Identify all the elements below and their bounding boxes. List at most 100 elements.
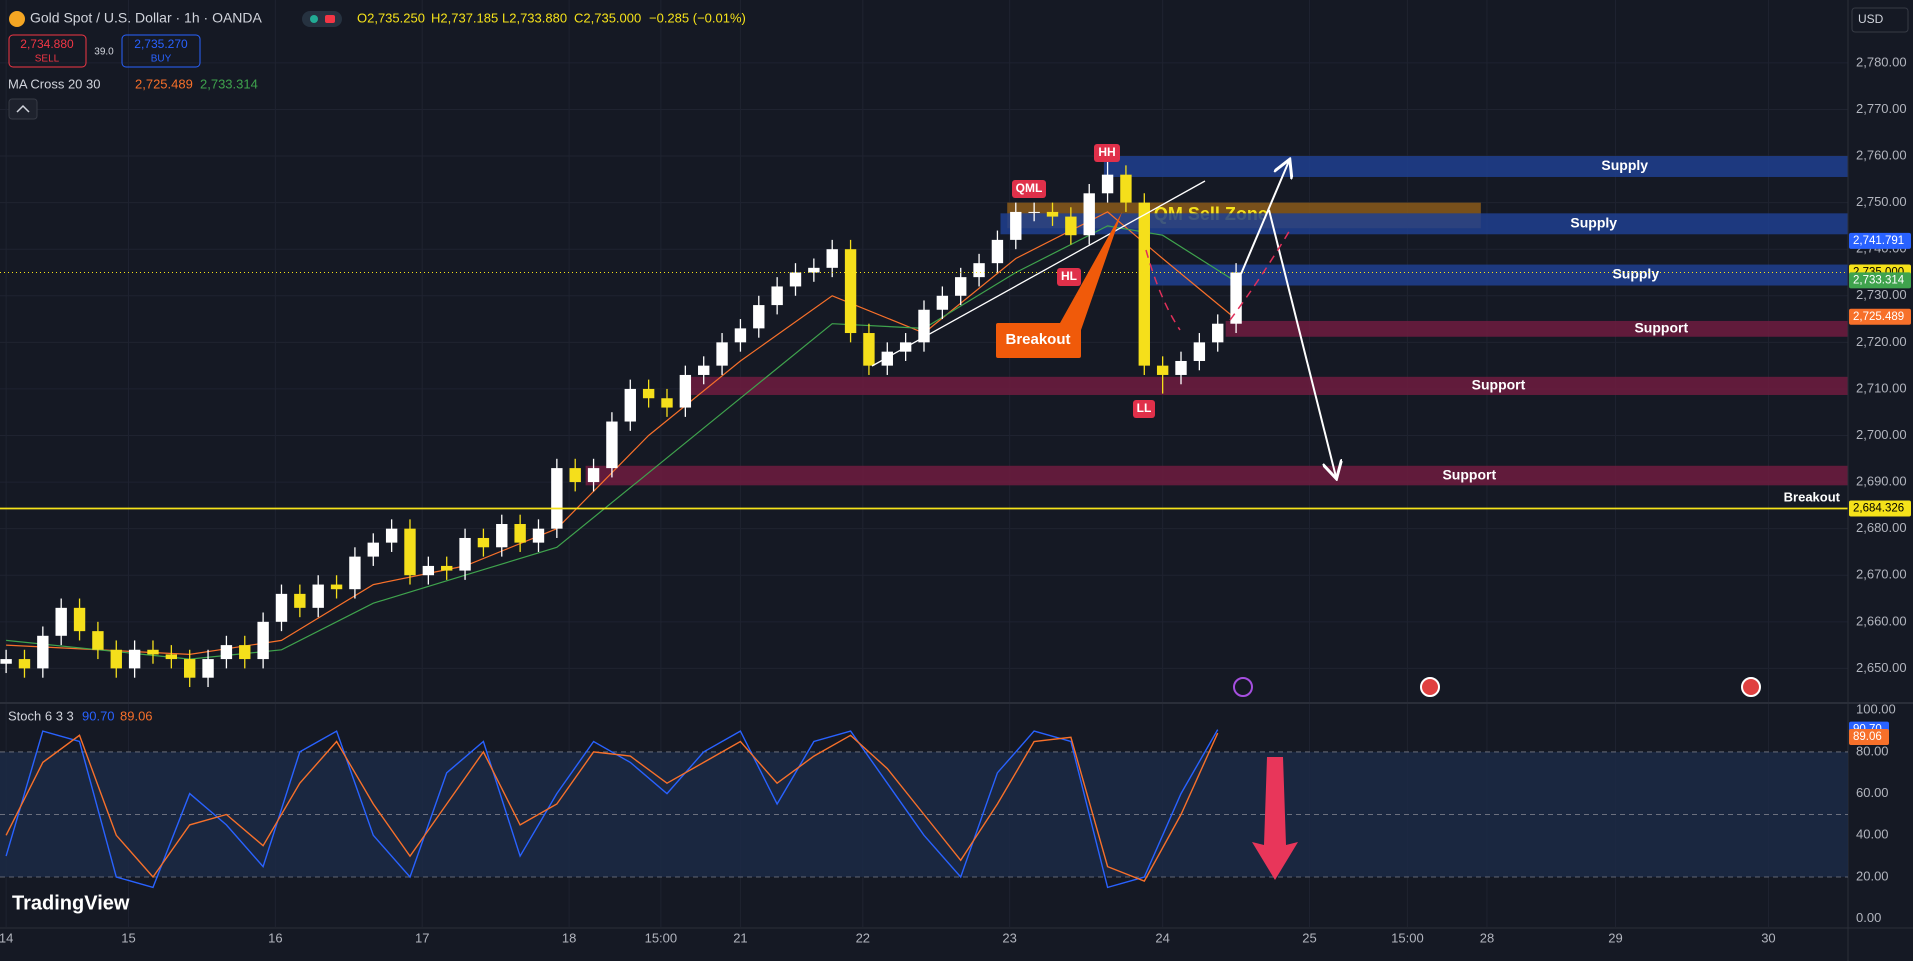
breakout-line-label: Breakout	[1784, 489, 1841, 504]
y-tick-label: 2,680.00	[1856, 520, 1907, 535]
candle-body	[422, 565, 435, 576]
candle-body	[1120, 174, 1132, 203]
zones: SupplyQM Sell ZoneSupplySupplySupportSup…	[585, 156, 1849, 486]
candle-body	[184, 659, 196, 678]
event-icon[interactable]	[1741, 677, 1761, 697]
zone-label: Supply	[1570, 215, 1617, 231]
candle-body	[37, 635, 49, 669]
ll-badge	[1133, 400, 1155, 418]
buy-price: 2,735.270	[134, 37, 188, 51]
candle-body	[789, 272, 802, 287]
candle-body	[385, 528, 398, 543]
x-tick-label: 24	[1155, 930, 1169, 945]
candle-body	[18, 659, 31, 669]
candle-body	[753, 305, 765, 329]
y-tick-label: 2,720.00	[1856, 334, 1907, 349]
status-dot	[325, 15, 335, 23]
value-tag-label: 89.06	[1853, 731, 1882, 743]
event-icon[interactable]	[1233, 677, 1253, 697]
zone-label: Support	[1442, 466, 1496, 482]
candle-body	[863, 333, 875, 366]
hl-label: HL	[1061, 269, 1077, 283]
candle-body	[624, 388, 636, 422]
candle-body	[147, 649, 159, 655]
axes: 2,650.00 2,660.00 2,670.00 2,680.00 2,690.00…	[0, 54, 1907, 945]
status-toggle[interactable]	[302, 11, 342, 27]
candle-body	[661, 398, 673, 408]
candle-body	[441, 565, 453, 571]
candle-body	[55, 607, 67, 636]
candle-body	[569, 468, 581, 483]
ohlc-close: C2,735.000	[574, 10, 641, 25]
candle-body	[808, 267, 820, 273]
candle-body	[606, 421, 618, 469]
status-dot	[310, 15, 318, 23]
candle-body	[1156, 365, 1169, 375]
stoch-pane	[0, 729, 1848, 889]
y-tick-label: 80.00	[1856, 743, 1889, 758]
price-tag-label: 2,741.791	[1853, 235, 1904, 247]
event-icon[interactable]	[1420, 677, 1440, 697]
x-tick-label: 22	[856, 930, 870, 945]
x-tick-label: 21	[733, 930, 747, 945]
y-tick-label: 2,700.00	[1856, 427, 1907, 442]
zone	[1000, 213, 1848, 235]
price-tag	[1849, 272, 1911, 289]
down-arrow	[1268, 209, 1336, 477]
candle-body	[1193, 342, 1206, 361]
candle-body	[312, 584, 324, 608]
y-tick-label: 2,750.00	[1856, 194, 1907, 209]
currency-button[interactable]	[1851, 7, 1909, 33]
candle-body	[257, 621, 269, 660]
x-tick-label: 15:00	[645, 930, 678, 945]
candle-body	[991, 239, 1004, 264]
candle-body	[734, 328, 747, 343]
y-tick-label: 2,660.00	[1856, 613, 1907, 628]
candle-body	[367, 542, 379, 557]
candle-body	[973, 263, 985, 278]
candle-body	[110, 649, 122, 669]
breakout-callout	[996, 212, 1122, 358]
candle-body	[1138, 202, 1150, 366]
candle-body	[1175, 360, 1187, 375]
candle-body	[532, 528, 545, 543]
symbol-title: Gold Spot / U.S. Dollar · 1h · OANDA	[30, 10, 263, 26]
candle-body	[936, 295, 949, 310]
buy-button[interactable]	[121, 34, 201, 68]
candle-body	[551, 468, 563, 529]
candle-body	[275, 593, 288, 622]
x-tick-label: 17	[415, 930, 429, 945]
spread: 39.0	[94, 47, 114, 58]
x-tick-label: 30	[1761, 930, 1775, 945]
zone	[1103, 156, 1848, 177]
zone-label: Support	[1634, 320, 1688, 336]
x-tick-label: 28	[1480, 930, 1494, 945]
candle-body	[1065, 216, 1077, 236]
zone-label: Supply	[1612, 266, 1659, 282]
y-tick-label: 2,690.00	[1856, 474, 1907, 489]
candle-body	[1230, 272, 1242, 324]
candle-body	[92, 631, 104, 650]
candle-body	[1101, 174, 1114, 194]
price-tag-label: 2,733.314	[1853, 274, 1905, 286]
price-tag	[1849, 308, 1911, 325]
collapse-button[interactable]	[8, 98, 38, 120]
sell-button[interactable]	[8, 34, 87, 68]
candle-body	[881, 351, 893, 366]
candle-body	[1028, 211, 1040, 213]
y-tick-label: 2,760.00	[1856, 147, 1907, 162]
ohlc-change: −0.285 (−0.01%)	[649, 10, 746, 25]
candle-body	[73, 607, 86, 632]
y-tick-label: 2,780.00	[1856, 54, 1907, 69]
ohlc-high: H2,737.185	[431, 10, 498, 25]
stoch-line	[5, 732, 1219, 882]
candle-body	[239, 645, 251, 660]
zone-label: Supply	[1601, 157, 1648, 173]
candle-body	[496, 524, 508, 548]
hl-badge	[1057, 268, 1081, 286]
stoch-line	[5, 729, 1219, 889]
candle-body	[826, 249, 838, 268]
x-tick-label: 16	[268, 930, 282, 945]
sell-label: SELL	[35, 54, 60, 65]
